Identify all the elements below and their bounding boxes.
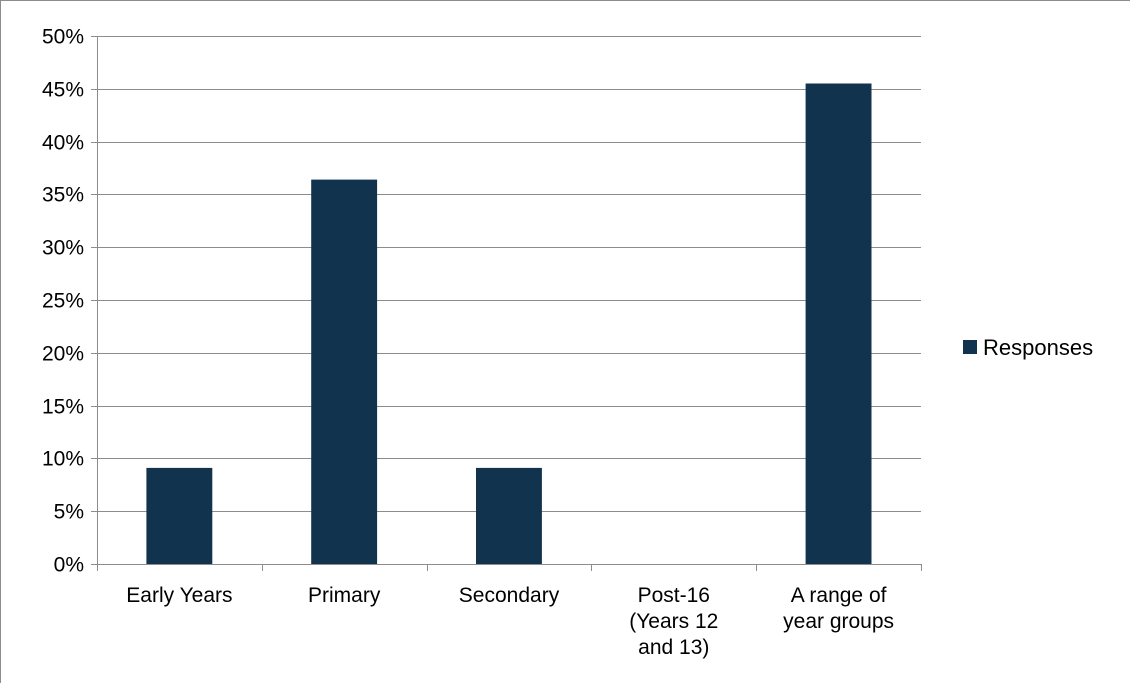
bar [805,83,872,564]
x-category-label: Early Years [126,584,232,607]
x-category-label: A range of year groups [783,584,894,633]
bar [476,467,542,564]
y-tick-label: 40% [42,132,84,155]
x-axis [97,36,922,571]
x-category-label: Secondary [459,584,560,607]
y-tick-label: 30% [42,237,84,260]
y-axis-ticks: 0% 5% 10% 15% 20% 25% 30% 35% 40% 45% 50% [42,26,84,577]
legend: Responses [963,335,1093,360]
y-tick-label: 20% [42,343,84,366]
legend-swatch [963,340,977,354]
y-tick-label: 25% [42,290,84,313]
x-category-label: Primary [308,584,381,607]
y-tick-label: 15% [42,396,84,419]
legend-label: Responses [983,335,1093,360]
y-tick-label: 45% [42,79,84,102]
y-tick-label: 10% [42,448,84,471]
x-category-label: Post-16 (Years 12 and 13) [629,584,718,659]
y-tick-label: 0% [54,554,84,577]
y-tick-label: 50% [42,26,84,49]
y-tick-label: 5% [54,501,84,524]
x-axis-category-labels: Early Years Primary Secondary Post-16 (Years… [126,584,894,659]
bar [311,179,378,564]
y-tick-label: 35% [42,184,84,207]
bars [146,83,872,564]
gridlines [91,36,921,565]
bar [146,467,213,564]
